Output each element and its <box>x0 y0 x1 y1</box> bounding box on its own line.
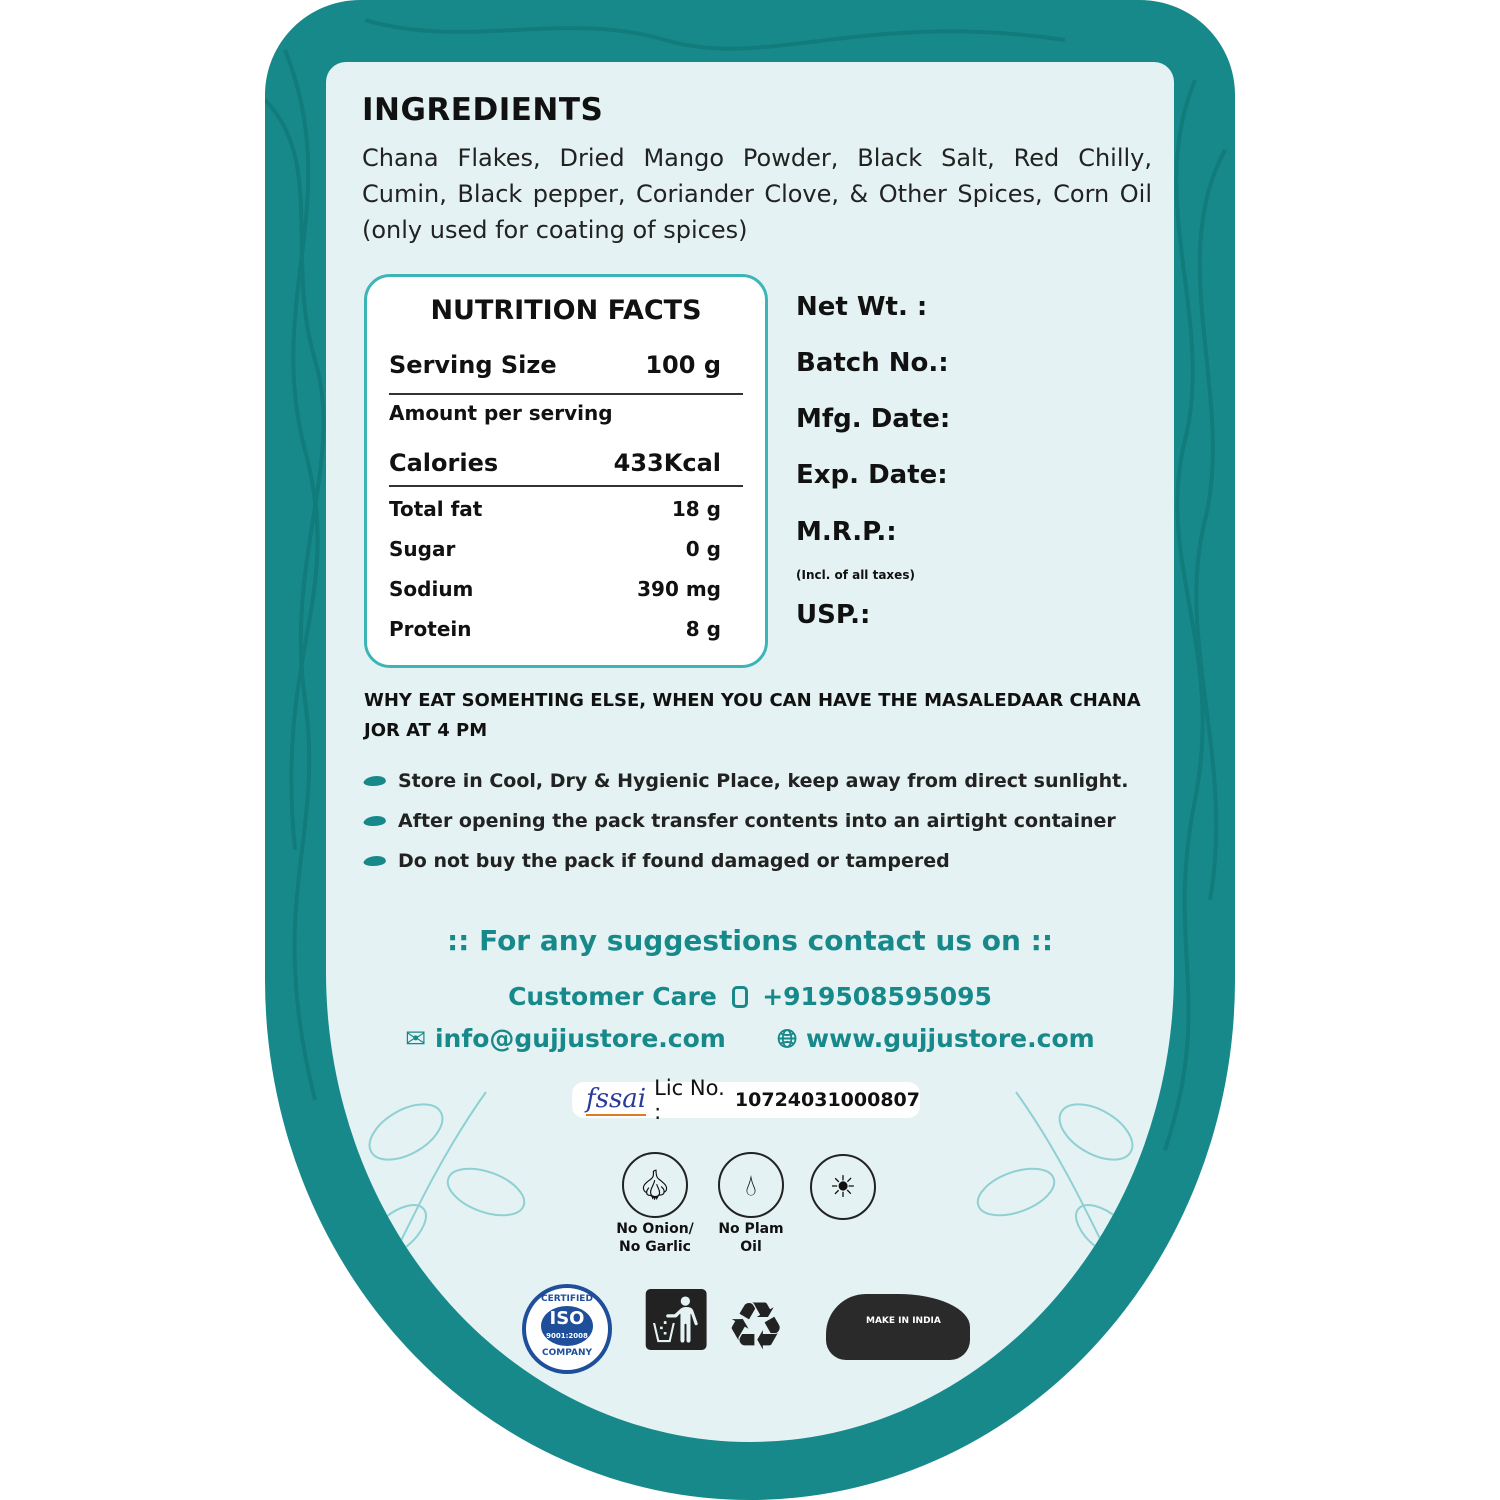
make-in-india-lion-logo: MAKE IN INDIA <box>826 1294 970 1360</box>
globe-icon: 🌐︎ <box>777 1024 798 1053</box>
ingredients-title: INGREDIENTS <box>362 92 604 128</box>
divider <box>389 485 743 487</box>
fssai-license: fssai Lic No. : 10724031000807 <box>572 1076 920 1124</box>
nutrient-value: 0 g <box>685 537 721 561</box>
mrp-note: (Incl. of all taxes) <box>796 568 915 582</box>
nutrient-label: Protein <box>389 617 472 641</box>
serving-label: Serving Size <box>389 351 557 379</box>
customer-care-label: Customer Care <box>508 982 717 1011</box>
calories-value: 433Kcal <box>613 449 721 477</box>
nutrition-facts-box: NUTRITION FACTS Serving Size 100 g Amount… <box>364 274 768 668</box>
storage-instruction: Store in Cool, Dry & Hygienic Place, kee… <box>362 770 1128 792</box>
fssai-logo: fssai <box>586 1084 647 1116</box>
leaf-decoration-right <box>976 1091 1137 1313</box>
email-link[interactable]: info@gujjustore.com <box>434 1024 726 1053</box>
ingredients-text: Chana Flakes, Dried Mango Powder, Black … <box>362 144 1152 244</box>
lic-label: Lic No. : <box>654 1076 725 1124</box>
garlic-icon: 🧄︎ <box>622 1152 688 1218</box>
divider <box>389 393 743 395</box>
calories-label: Calories <box>389 449 499 477</box>
oil-drop-icon: 💧︎ <box>718 1152 784 1218</box>
leaf-bullet-icon <box>362 776 388 786</box>
website-link[interactable]: www.gujjustore.com <box>806 1024 1095 1053</box>
storage-instruction: Do not buy the pack if found damaged or … <box>362 850 950 872</box>
storage-instruction: After opening the pack transfer contents… <box>362 810 1116 832</box>
nutrient-label: Sodium <box>389 577 474 601</box>
mrp: M.R.P.: <box>796 517 897 547</box>
nutrient-label: Total fat <box>389 497 483 521</box>
mfg-date: Mfg. Date: <box>796 404 951 434</box>
wave-pattern <box>265 18 1227 1151</box>
amount-per-serving: Amount per serving <box>389 401 613 425</box>
nutrient-label: Sugar <box>389 537 456 561</box>
dispose-properly-icon: 🚮︎ <box>638 1285 715 1355</box>
net-weight: Net Wt. : <box>796 292 928 322</box>
leaf-bullet-icon <box>362 816 388 826</box>
badge-label: No Onion/No Garlic <box>616 1221 694 1255</box>
phone-number[interactable]: +919508595095 <box>762 982 992 1011</box>
iso-certified-badge: CERTIFIED ISO 9001:2008 COMPANY <box>522 1284 612 1374</box>
label-panel: INGREDIENTS Chana Flakes, Dried Mango Po… <box>326 62 1174 1442</box>
badge-label: No Plam Oil <box>718 1221 784 1255</box>
nutrition-title: NUTRITION FACTS <box>430 295 702 326</box>
email-web-line: ✉ info@gujjustore.com 🌐︎ www.gujjustore.… <box>326 1024 1174 1054</box>
leaf-bullet-icon <box>362 856 388 866</box>
nutrient-value: 18 g <box>671 497 721 521</box>
customer-care-line: Customer Care +919508595095 <box>326 982 1174 1011</box>
batch-no: Batch No.: <box>796 348 949 378</box>
phone-icon <box>731 986 748 1008</box>
nutrient-value: 390 mg <box>637 577 721 601</box>
usp: USP.: <box>796 600 871 630</box>
contact-heading: :: For any suggestions contact us on :: <box>446 924 1054 957</box>
nutrient-value: 8 g <box>685 617 721 641</box>
tagline: WHY EAT SOMEHTING ELSE, WHEN YOU CAN HAV… <box>364 690 1141 741</box>
exp-date: Exp. Date: <box>796 460 948 490</box>
lic-number: 10724031000807 <box>734 1089 920 1111</box>
serving-value: 100 g <box>645 351 721 379</box>
sun-icon: ☀ <box>810 1154 876 1220</box>
mail-icon: ✉ <box>405 1024 427 1053</box>
recycle-icon: ♻︎ <box>726 1288 786 1365</box>
leaf-decoration-left <box>365 1091 526 1313</box>
